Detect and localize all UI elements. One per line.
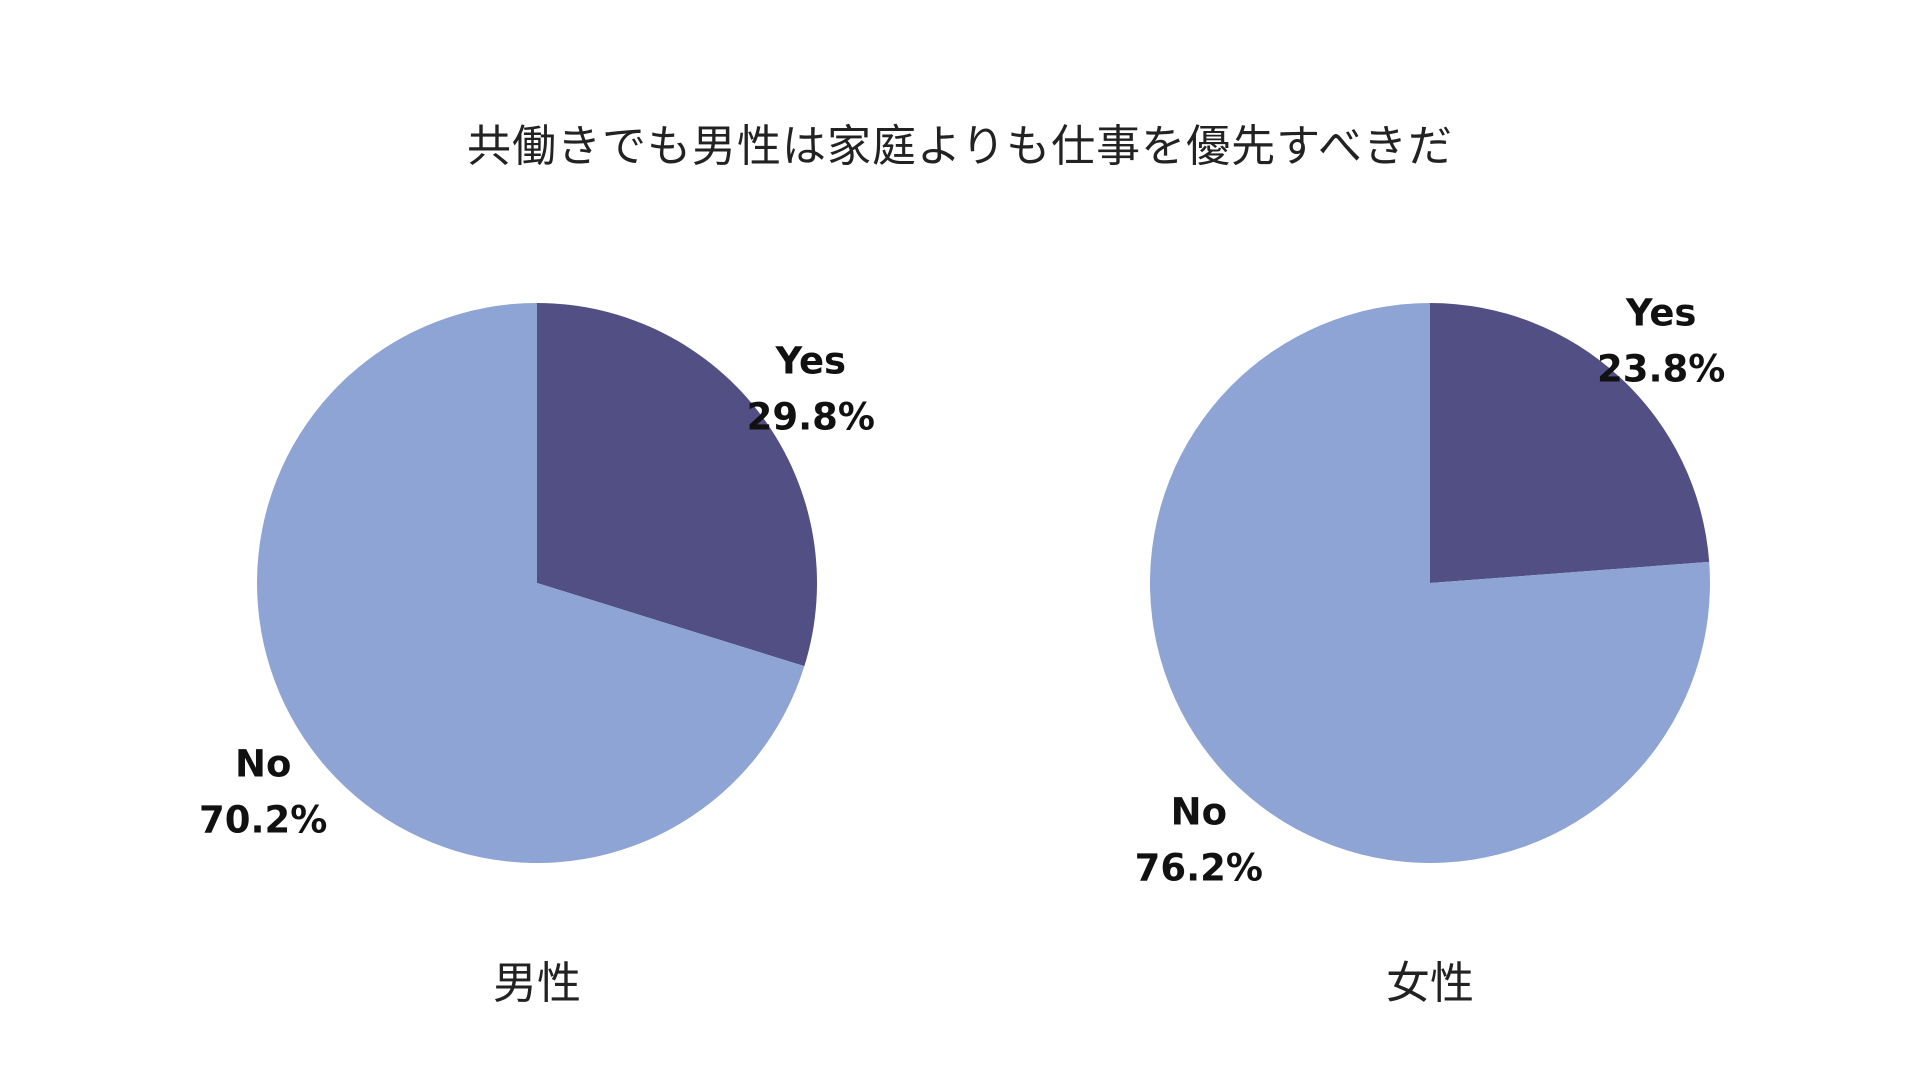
slice-value-no: 76.2% [1135, 846, 1263, 889]
pie-slice-yes [1430, 303, 1710, 583]
slice-value-yes: 29.8% [747, 395, 875, 438]
pie-slice-no [1149, 303, 1710, 863]
slice-label-yes: Yes [1625, 292, 1697, 335]
slice-label-no: No [235, 743, 291, 786]
pie-caption: 女性 [1386, 958, 1474, 1009]
slice-value-no: 70.2% [199, 799, 327, 842]
slice-label-yes: Yes [775, 339, 847, 382]
pie-chart-1: Yes 29.8% No 70.2% 男性 [199, 303, 875, 1009]
pie-slice-no [257, 303, 805, 863]
pie-chart-2: Yes 23.8% No 76.2% 女性 [1135, 292, 1726, 1009]
slice-value-yes: 23.8% [1597, 348, 1725, 391]
slice-label-no: No [1171, 790, 1227, 833]
pie-slice-yes [537, 303, 817, 667]
chart-title: 共働きでも男性は家庭よりも仕事を優先すべきだ [466, 121, 1454, 172]
pie-caption: 男性 [493, 958, 581, 1009]
